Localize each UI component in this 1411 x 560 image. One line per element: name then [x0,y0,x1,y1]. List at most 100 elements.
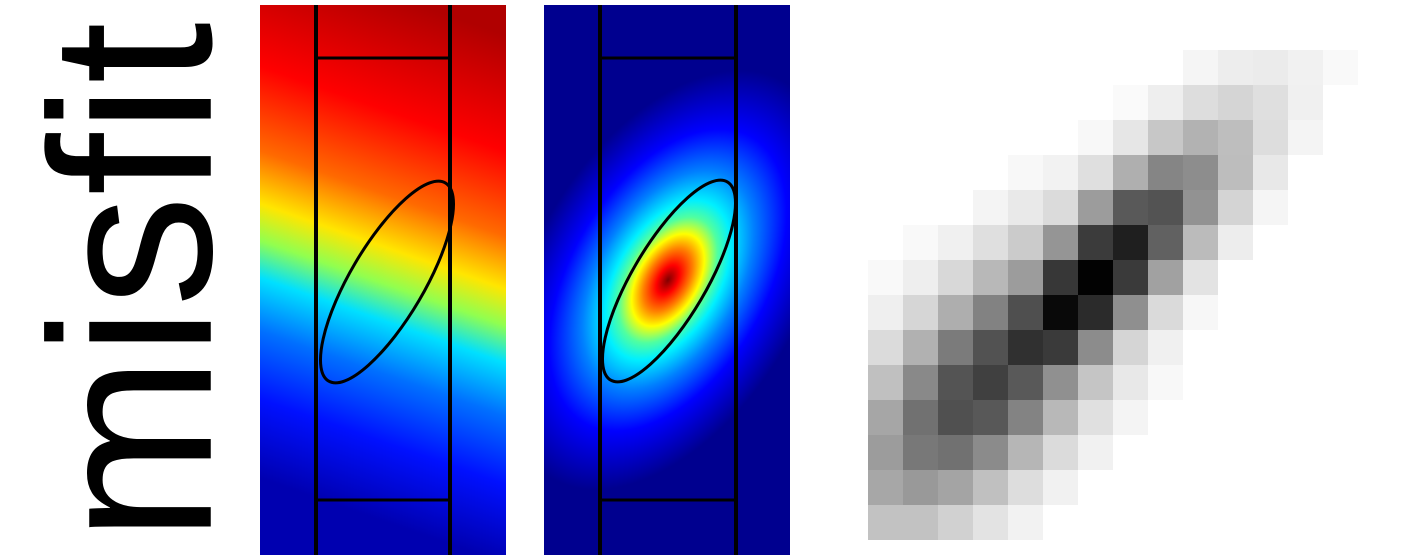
pixel [1078,225,1113,260]
pixel [1183,155,1218,190]
pixel [868,295,903,330]
pixel [1183,295,1218,330]
pixel [1113,365,1148,400]
pixel [973,190,1008,225]
pixel [1008,295,1043,330]
pixel [1218,190,1253,225]
ellipse [318,179,456,385]
pixel [938,435,973,470]
pixel [1113,85,1148,120]
pixel [1008,225,1043,260]
pixel [938,505,973,540]
pixel [1288,50,1323,85]
axis-label: misfit [3,22,260,542]
pixel [1008,400,1043,435]
pixel [1253,120,1288,155]
pixel [1218,50,1253,85]
pixel [1078,155,1113,190]
pixel [973,435,1008,470]
pixel [1218,225,1253,260]
pixel [1008,435,1043,470]
pixel [938,225,973,260]
pixel [973,260,1008,295]
panel-density [544,5,790,555]
pixel [1043,260,1078,295]
pixel [1183,85,1218,120]
pixel [1078,190,1113,225]
pixel [868,400,903,435]
pixel [1218,155,1253,190]
pixel [1253,155,1288,190]
pixel [1148,295,1183,330]
ellipse [600,178,738,384]
pixel [1288,85,1323,120]
pixel [1183,190,1218,225]
pixel [1148,365,1183,400]
pixel [1078,295,1113,330]
pixel [1043,295,1078,330]
pixel [1113,330,1148,365]
pixel [1078,330,1113,365]
pixel [903,435,938,470]
pixel [1113,260,1148,295]
heatmap [260,5,506,555]
pixel [1183,50,1218,85]
pixel [868,260,903,295]
pixel [1218,85,1253,120]
pixel [1253,85,1288,120]
pixel [1183,225,1218,260]
pixel [973,225,1008,260]
pixel [1148,85,1183,120]
pixel [903,400,938,435]
pixel [1043,190,1078,225]
pixel [938,470,973,505]
pixel [868,470,903,505]
pixel [903,505,938,540]
pixel [1043,435,1078,470]
pixel [868,505,903,540]
pixel [1183,120,1218,155]
pixel [1008,505,1043,540]
pixel [1113,400,1148,435]
pixel [1113,120,1148,155]
pixel [903,295,938,330]
pixel [1218,120,1253,155]
pixel [1148,190,1183,225]
pixel [1043,330,1078,365]
pixel [973,330,1008,365]
pixel [938,295,973,330]
pixel [1043,365,1078,400]
pixel [868,330,903,365]
pixel [1008,470,1043,505]
pixel [1078,120,1113,155]
panel-misfit [260,5,506,555]
pixel [1113,225,1148,260]
pixel [973,365,1008,400]
pixel [1008,330,1043,365]
pixel [1253,50,1288,85]
pixel [973,400,1008,435]
pixel [1148,225,1183,260]
pixel [1288,120,1323,155]
pixel [1253,190,1288,225]
pixel [903,260,938,295]
pixel [1043,155,1078,190]
pixel [1148,330,1183,365]
pixel [903,225,938,260]
pixel [1113,190,1148,225]
pixel [1043,470,1078,505]
pixel [973,470,1008,505]
pixel [1078,365,1113,400]
pixel [1078,260,1113,295]
pixel [973,505,1008,540]
pixel [1113,155,1148,190]
pixel [1148,120,1183,155]
pixel [903,330,938,365]
pixel-image [868,50,1358,540]
pixel [1148,155,1183,190]
pixel [1043,400,1078,435]
pixel [1008,365,1043,400]
pixel [1008,155,1043,190]
